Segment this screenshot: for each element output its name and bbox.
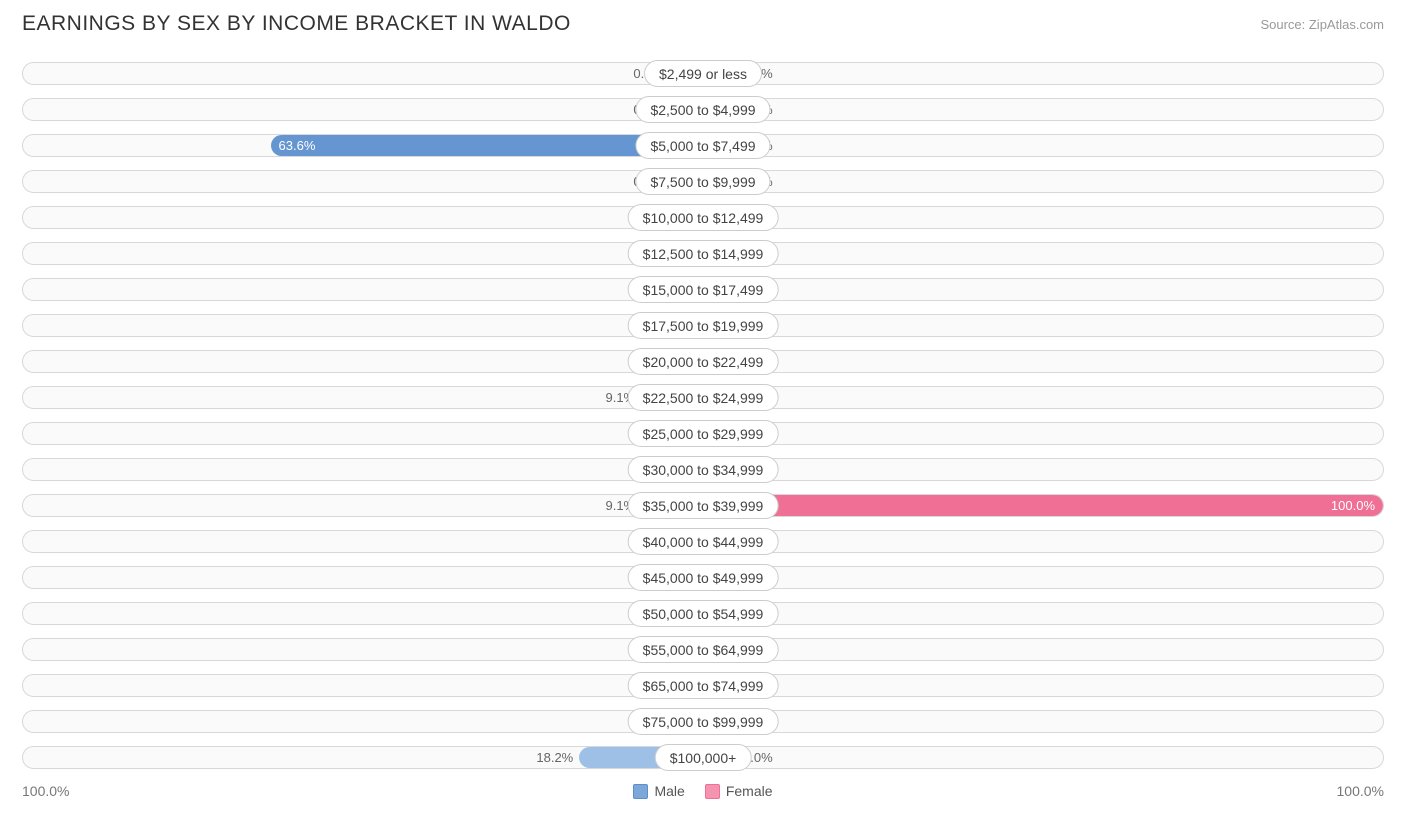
category-label: $50,000 to $54,999 (628, 600, 779, 627)
legend-female-label: Female (726, 783, 773, 799)
category-label: $10,000 to $12,499 (628, 204, 779, 231)
chart-row: 0.0%0.0%$75,000 to $99,999 (22, 704, 1384, 739)
chart-row: 0.0%0.0%$15,000 to $17,499 (22, 272, 1384, 307)
category-label: $40,000 to $44,999 (628, 528, 779, 555)
chart-title: EARNINGS BY SEX BY INCOME BRACKET IN WAL… (22, 12, 571, 36)
female-swatch-icon (705, 784, 720, 799)
chart-header: EARNINGS BY SEX BY INCOME BRACKET IN WAL… (0, 0, 1406, 44)
legend: Male Female (633, 783, 772, 799)
category-label: $12,500 to $14,999 (628, 240, 779, 267)
chart-row: 0.0%0.0%$17,500 to $19,999 (22, 308, 1384, 343)
category-label: $5,000 to $7,499 (635, 132, 770, 159)
category-label: $7,500 to $9,999 (635, 168, 770, 195)
chart-row: 0.0%0.0%$65,000 to $74,999 (22, 668, 1384, 703)
chart-source: Source: ZipAtlas.com (1260, 17, 1384, 32)
category-label: $45,000 to $49,999 (628, 564, 779, 591)
chart-row: 0.0%0.0%$45,000 to $49,999 (22, 560, 1384, 595)
chart-area: 0.0%0.0%$2,499 or less0.0%0.0%$2,500 to … (22, 56, 1384, 757)
category-label: $30,000 to $34,999 (628, 456, 779, 483)
chart-row: 0.0%0.0%$30,000 to $34,999 (22, 452, 1384, 487)
chart-row: 0.0%0.0%$25,000 to $29,999 (22, 416, 1384, 451)
category-label: $65,000 to $74,999 (628, 672, 779, 699)
category-label: $20,000 to $22,499 (628, 348, 779, 375)
category-label: $35,000 to $39,999 (628, 492, 779, 519)
chart-row: 63.6%0.0%$5,000 to $7,499 (22, 128, 1384, 163)
category-label: $22,500 to $24,999 (628, 384, 779, 411)
category-label: $25,000 to $29,999 (628, 420, 779, 447)
category-label: $17,500 to $19,999 (628, 312, 779, 339)
chart-row: 0.0%0.0%$2,500 to $4,999 (22, 92, 1384, 127)
chart-row: 0.0%0.0%$55,000 to $64,999 (22, 632, 1384, 667)
chart-row: 18.2%0.0%$100,000+ (22, 740, 1384, 775)
category-label: $75,000 to $99,999 (628, 708, 779, 735)
chart-footer: 100.0% Male Female 100.0% (22, 783, 1384, 799)
category-label: $15,000 to $17,499 (628, 276, 779, 303)
category-label: $55,000 to $64,999 (628, 636, 779, 663)
chart-row: 9.1%100.0%$35,000 to $39,999 (22, 488, 1384, 523)
axis-left-max: 100.0% (22, 783, 69, 799)
category-label: $2,499 or less (644, 60, 762, 87)
chart-row: 0.0%0.0%$50,000 to $54,999 (22, 596, 1384, 631)
chart-row: 0.0%0.0%$7,500 to $9,999 (22, 164, 1384, 199)
chart-row: 0.0%0.0%$12,500 to $14,999 (22, 236, 1384, 271)
chart-row: 9.1%0.0%$22,500 to $24,999 (22, 380, 1384, 415)
chart-row: 0.0%0.0%$20,000 to $22,499 (22, 344, 1384, 379)
category-label: $100,000+ (655, 744, 752, 771)
legend-male: Male (633, 783, 684, 799)
chart-row: 0.0%0.0%$2,499 or less (22, 56, 1384, 91)
chart-row: 0.0%0.0%$10,000 to $12,499 (22, 200, 1384, 235)
legend-male-label: Male (654, 783, 684, 799)
chart-row: 0.0%0.0%$40,000 to $44,999 (22, 524, 1384, 559)
male-value-label: 63.6% (279, 138, 316, 153)
female-value-label: 100.0% (1331, 498, 1375, 513)
male-swatch-icon (633, 784, 648, 799)
axis-right-max: 100.0% (1337, 783, 1384, 799)
category-label: $2,500 to $4,999 (635, 96, 770, 123)
male-value-label: 18.2% (536, 747, 579, 768)
female-bar: 100.0% (703, 495, 1383, 516)
legend-female: Female (705, 783, 773, 799)
